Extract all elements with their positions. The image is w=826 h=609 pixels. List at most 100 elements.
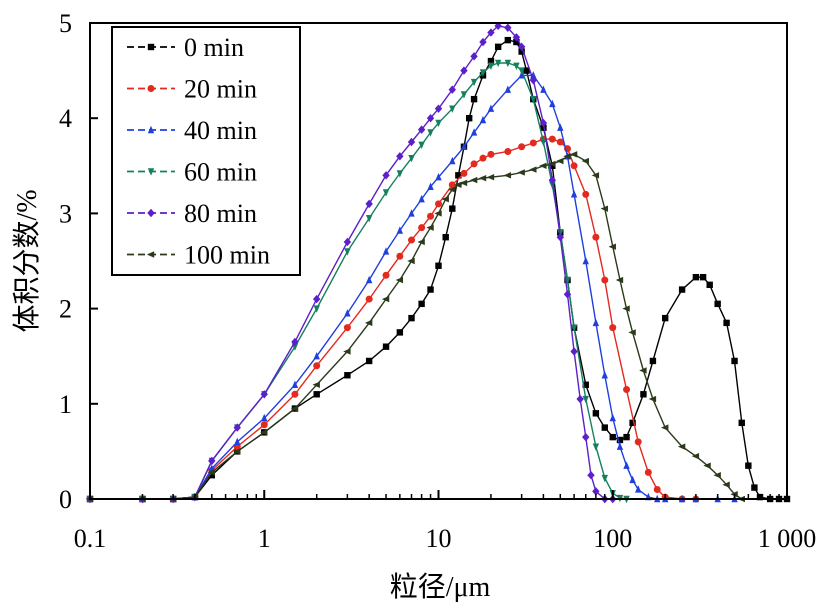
data-point — [706, 281, 713, 288]
data-point — [623, 386, 631, 394]
data-point — [609, 433, 616, 441]
data-point — [523, 67, 530, 74]
data-point — [460, 66, 468, 75]
data-point — [470, 52, 478, 61]
data-point — [395, 276, 404, 284]
legend-label: 80 min — [184, 199, 257, 228]
data-point — [623, 461, 630, 469]
data-point — [418, 224, 426, 232]
data-point — [364, 319, 373, 327]
data-point — [426, 114, 435, 123]
data-point — [582, 256, 589, 265]
data-point — [518, 143, 526, 151]
data-point — [570, 324, 578, 332]
data-point — [512, 33, 521, 42]
data-point — [407, 257, 415, 265]
data-point — [396, 152, 404, 161]
data-point — [563, 153, 571, 160]
data-point — [616, 442, 624, 450]
data-point — [313, 305, 320, 313]
data-point — [365, 357, 373, 365]
data-point — [504, 148, 512, 156]
data-point — [581, 157, 589, 165]
y-tick-label: 1 — [59, 390, 72, 419]
y-tick-label: 4 — [59, 104, 72, 133]
data-point — [540, 124, 547, 131]
data-point — [408, 154, 415, 163]
legend-marker — [147, 125, 155, 134]
data-point — [417, 238, 425, 246]
data-point — [487, 104, 495, 112]
legend-label: 60 min — [184, 158, 257, 187]
data-point — [407, 137, 416, 147]
data-point — [460, 142, 468, 150]
data-point — [448, 186, 456, 193]
data-point — [494, 43, 502, 50]
data-point — [313, 352, 320, 360]
data-point — [722, 481, 730, 488]
data-point — [677, 443, 686, 450]
data-point — [290, 405, 299, 412]
legend-marker — [146, 251, 155, 258]
data-point — [629, 419, 636, 427]
data-point — [396, 170, 404, 178]
data-point — [381, 295, 390, 303]
data-point — [549, 162, 556, 169]
data-point — [261, 413, 268, 422]
data-point — [459, 179, 468, 187]
x-tick-label: 10 — [426, 524, 452, 553]
data-point — [703, 462, 711, 469]
data-point — [479, 154, 487, 162]
data-point — [678, 286, 686, 293]
data-point — [576, 394, 584, 404]
data-point — [418, 141, 425, 150]
data-point — [635, 485, 642, 493]
legend: 0 min 20 min 40 min 60 min 80 min 100 min — [111, 26, 301, 276]
data-point — [623, 433, 630, 441]
data-point — [435, 173, 442, 181]
x-tick-label: 1 000 — [758, 524, 817, 553]
data-point — [343, 348, 351, 355]
data-point — [460, 169, 468, 177]
data-point — [233, 448, 241, 455]
data-point — [517, 42, 526, 51]
data-point — [396, 226, 404, 234]
legend-box — [111, 26, 301, 276]
data-point — [441, 195, 449, 203]
data-point — [518, 48, 525, 55]
data-point — [487, 150, 495, 158]
data-point — [549, 99, 556, 108]
data-point — [609, 324, 617, 332]
y-axis-title: 体积分数/% — [11, 189, 43, 332]
data-point — [582, 190, 590, 198]
data-point — [396, 252, 404, 260]
data-point — [601, 276, 609, 284]
data-point — [634, 438, 642, 446]
data-point — [699, 273, 707, 281]
data-point — [365, 214, 373, 223]
data-point — [504, 85, 512, 93]
data-point — [592, 443, 600, 451]
data-point — [435, 262, 442, 269]
data-point — [494, 59, 502, 68]
data-point — [313, 362, 321, 370]
data-point — [640, 391, 647, 398]
data-point — [455, 172, 462, 179]
data-point — [540, 85, 547, 93]
data-point — [313, 294, 321, 304]
data-point — [344, 372, 351, 379]
data-point — [649, 357, 657, 365]
data-point — [529, 75, 538, 85]
data-point — [745, 462, 752, 469]
data-point — [233, 423, 241, 432]
data-point — [751, 484, 758, 491]
data-point — [644, 468, 652, 476]
data-point — [738, 419, 745, 427]
data-point — [396, 329, 404, 336]
legend-label: 40 min — [184, 116, 257, 145]
data-point — [434, 104, 443, 113]
data-point — [615, 276, 624, 284]
data-point — [479, 69, 487, 77]
data-point — [653, 485, 661, 493]
